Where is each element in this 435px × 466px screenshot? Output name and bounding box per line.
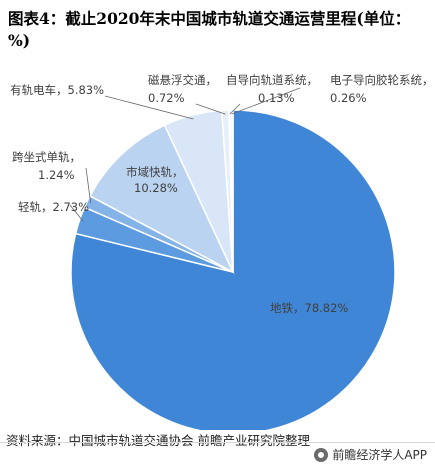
slice-guided-tire (229, 109, 234, 273)
label-tram: 有轨电车，5.83% (10, 83, 104, 97)
leader-guided-tire (231, 87, 301, 115)
wechat-icon (314, 447, 329, 462)
leader-maglev (195, 103, 226, 115)
label-suburban-rail: 市域快轨， 10.28% (126, 165, 187, 195)
footer-brand: 前瞻经济学人APP (314, 446, 427, 463)
chart-title: 图表4：截止2020年末中国城市轨道交通运营里程(单位：%) (8, 9, 411, 50)
source-note: 资料来源：中国城市轨道交通协会 前瞻产业研究院整理 (6, 433, 310, 448)
label-agt: 自导向轨道系统， 0.13% (226, 73, 322, 105)
label-guided-tire: 电子导向胶轮系统， 0.26% (330, 73, 435, 105)
leader-light-rail (69, 204, 84, 222)
slice-suburban-rail (88, 124, 235, 274)
leader-agt (229, 103, 241, 115)
leader-tram (104, 95, 194, 120)
leader-monorail (85, 167, 92, 204)
label-subway: 地铁，78.82% (270, 301, 348, 315)
label-light-rail: 轻轨，2.73% (18, 200, 89, 214)
pie-chart: 地铁，78.82% 轻轨，2.73% 跨坐式单轨， 1.24% 市域快轨， 10… (10, 73, 435, 430)
footer-brand-text: 前瞻经济学人APP (332, 448, 427, 462)
label-maglev: 磁悬浮交通， 0.72% (148, 73, 221, 105)
label-monorail: 跨坐式单轨， 1.24% (12, 150, 85, 182)
footer-divider (0, 442, 435, 443)
